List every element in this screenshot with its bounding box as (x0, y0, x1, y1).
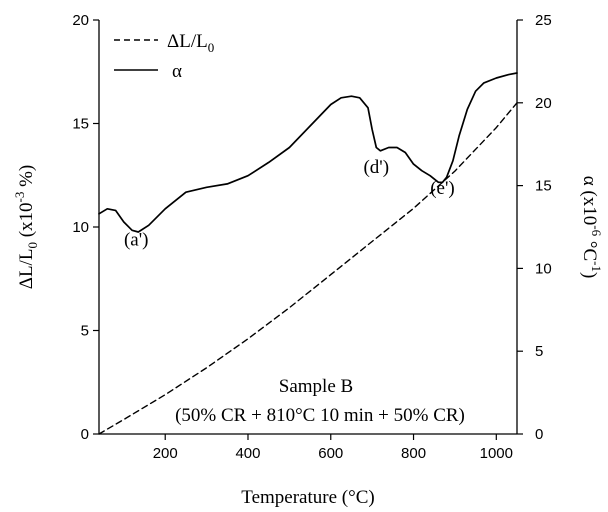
y-right-title-sup: -1 (589, 261, 604, 272)
sample-title: Sample B (279, 376, 353, 397)
y-left-title-part: (x10 (16, 202, 37, 242)
legend: ΔL/L0 α (114, 31, 214, 82)
x-tick-label: 800 (401, 445, 426, 462)
x-tick-label: 1000 (480, 445, 513, 462)
legend-label-dl-main: ΔL/L (167, 31, 208, 52)
x-tick-label: 200 (153, 445, 178, 462)
y-right-tick-label: 20 (535, 95, 552, 112)
y-right-title-part: °C (579, 236, 600, 261)
y-left-title-sub: 0 (25, 242, 40, 249)
x-tick-label: 400 (235, 445, 260, 462)
y-left-tick-label: 20 (72, 12, 89, 29)
y-left-tick-label: 0 (81, 426, 89, 443)
annotations-layer: (a') (d') (e') (124, 157, 455, 250)
series-line-dl (98, 102, 518, 435)
y-right-tick-label: 5 (535, 343, 543, 360)
y-right-axis-title: α (x10-6 °C-1) (579, 176, 604, 279)
legend-label-alpha: α (172, 61, 182, 82)
y-right-tick-label: 25 (535, 12, 552, 29)
y-left-title-sup: -3 (12, 192, 27, 203)
y-left-tick-label: 10 (72, 219, 89, 236)
series-line-alpha (98, 72, 518, 233)
peak-annotation: (d') (363, 157, 389, 178)
y-right-title-part: ) (579, 272, 600, 278)
y-right-tick-label: 0 (535, 426, 543, 443)
y-right-tick-label: 15 (535, 178, 552, 195)
y-right-title-sup: -6 (589, 225, 604, 236)
y-right-title-part: α (x10 (579, 176, 600, 226)
y-left-title-part: ΔL/L (16, 249, 37, 290)
y-left-axis-title: ΔL/L0 (x10-3 %) (12, 165, 40, 290)
series-layer (98, 72, 518, 435)
sample-subtitle: (50% CR + 810°C 10 min + 50% CR) (175, 405, 465, 426)
x-axis-title: Temperature (°C) (241, 487, 374, 508)
y-left-tick-label: 5 (81, 323, 89, 340)
legend-label-dl-sub: 0 (208, 40, 215, 55)
y-right-tick-label: 10 (535, 260, 552, 277)
legend-label-dl: ΔL/L0 (167, 31, 214, 55)
y-left-title-part: %) (16, 165, 37, 192)
peak-annotation: (e') (430, 178, 455, 199)
x-tick-label: 600 (318, 445, 343, 462)
peak-annotation: (a') (124, 230, 149, 251)
y-left-tick-label: 15 (72, 116, 89, 133)
